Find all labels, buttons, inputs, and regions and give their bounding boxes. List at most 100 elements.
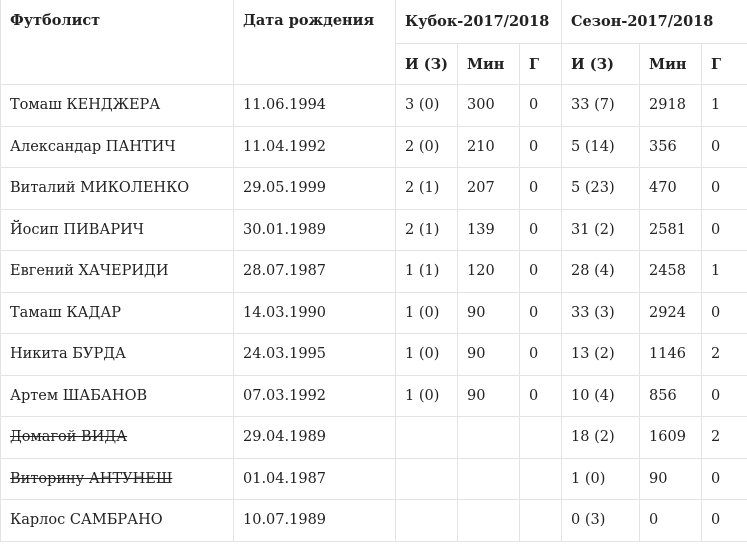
season-goals-cell: 2 [701,416,747,459]
player-name-cell: Артем ШАБАНОВ [0,374,234,417]
col-birthdate: Дата рождения [233,0,396,85]
season-goals-cell: 0 [701,291,747,334]
season-minutes-cell: 0 [639,499,703,542]
cup-games-cell [395,499,458,542]
cup-minutes-cell: 90 [457,374,520,417]
season-goals-cell: 1 [701,84,747,127]
cup-games-cell [395,416,458,459]
col-group-cup: Кубок-2017/2018 [394,0,563,44]
season-goals-cell: 0 [701,374,747,417]
table-row: Артем ШАБАНОВ 07.03.1992 1 (0) 90 0 10 (4) 856… [0,374,747,417]
player-name-cell: Евгений ХАЧЕРИДИ [0,250,234,293]
player-name-cell: Тамаш КАДАР [0,291,234,334]
season-minutes-cell: 2581 [639,208,703,251]
cup-minutes-cell: 210 [457,125,520,168]
cup-minutes-cell [457,416,520,459]
season-minutes-cell: 90 [639,457,703,500]
cup-goals-cell [518,457,563,500]
cup-games-cell: 1 (1) [395,250,458,293]
cup-games-cell: 2 (1) [395,208,458,251]
cup-games-cell: 2 (1) [395,167,458,210]
col-cup-minutes: Мин [457,43,520,85]
season-goals-cell: 0 [701,457,747,500]
season-games-cell: 18 (2) [561,416,641,459]
season-games-cell: 10 (4) [561,374,641,417]
table-row: Карлос САМБРАНО 10.07.1989 0 (3) 0 0 [0,499,747,542]
table-header: Футболист Дата рождения Кубок-2017/2018 … [0,0,747,85]
birthdate-cell: 14.03.1990 [233,291,396,334]
cup-games-cell [395,457,458,500]
season-games-cell: 5 (23) [561,167,641,210]
season-minutes-cell: 2458 [639,250,703,293]
season-games-cell: 31 (2) [561,208,641,251]
col-season-goals: Г [701,43,747,85]
season-goals-cell: 1 [701,250,747,293]
table-row: Виталий МИКОЛЕНКО 29.05.1999 2 (1) 207 0 5 (2… [0,167,747,210]
col-season-minutes: Мин [639,43,703,85]
table-row: Евгений ХАЧЕРИДИ 28.07.1987 1 (1) 120 0 28 (4… [0,250,747,293]
season-minutes-cell: 856 [639,374,703,417]
cup-games-cell: 3 (0) [395,84,458,127]
cup-goals-cell: 0 [518,291,563,334]
table-body: Томаш КЕНДЖЕРА 11.06.1994 3 (0) 300 0 33 (7) 2… [0,84,747,542]
table-row: Домагой ВИДА 29.04.1989 18 (2) 1609 2 [0,416,747,459]
player-name-cell: Карлос САМБРАНО [0,499,234,542]
season-games-cell: 13 (2) [561,333,641,376]
season-games-cell: 33 (3) [561,291,641,334]
col-group-season: Сезон-2017/2018 [561,0,747,44]
cup-minutes-cell: 300 [457,84,520,127]
col-player: Футболист [0,0,234,85]
season-minutes-cell: 2924 [639,291,703,334]
season-goals-cell: 0 [701,499,747,542]
season-goals-cell: 0 [701,208,747,251]
cup-goals-cell [518,499,563,542]
header-row-subcolumns: И (З) Мин Г И (З) Мин Г [1,43,747,85]
player-name-cell: Домагой ВИДА [0,416,234,459]
cup-goals-cell: 0 [518,374,563,417]
birthdate-cell: 29.05.1999 [233,167,396,210]
season-minutes-cell: 2918 [639,84,703,127]
season-games-cell: 5 (14) [561,125,641,168]
cup-minutes-cell: 139 [457,208,520,251]
cup-games-cell: 1 (0) [395,333,458,376]
season-games-cell: 33 (7) [561,84,641,127]
table-row: Йосип ПИВАРИЧ 30.01.1989 2 (1) 139 0 31 (2) 25… [0,208,747,251]
table-row: Виторину АНТУНЕШ 01.04.1987 1 (0) 90 0 [0,457,747,500]
birthdate-cell: 01.04.1987 [233,457,396,500]
cup-games-cell: 1 (0) [395,291,458,334]
table-row: Тамаш КАДАР 14.03.1990 1 (0) 90 0 33 (3) 2924 0 [0,291,747,334]
cup-goals-cell: 0 [518,250,563,293]
cup-goals-cell: 0 [518,84,563,127]
cup-minutes-cell: 90 [457,291,520,334]
cup-goals-cell [518,416,563,459]
cup-goals-cell: 0 [518,208,563,251]
season-minutes-cell: 356 [639,125,703,168]
player-name-cell: Виторину АНТУНЕШ [0,457,234,500]
season-goals-cell: 0 [701,167,747,210]
season-goals-cell: 0 [701,125,747,168]
cup-minutes-cell: 120 [457,250,520,293]
table-row: Александар ПАНТИЧ 11.04.1992 2 (0) 210 0 5 (1… [0,125,747,168]
season-goals-cell: 2 [701,333,747,376]
cup-goals-cell: 0 [518,167,563,210]
season-minutes-cell: 1146 [639,333,703,376]
cup-minutes-cell: 207 [457,167,520,210]
header-row-groups: Футболист Дата рождения Кубок-2017/2018 … [0,0,747,85]
player-name-cell: Йосип ПИВАРИЧ [0,208,234,251]
player-name-cell: Виталий МИКОЛЕНКО [0,167,234,210]
season-minutes-cell: 1609 [639,416,703,459]
season-games-cell: 0 (3) [561,499,641,542]
birthdate-cell: 29.04.1989 [233,416,396,459]
birthdate-cell: 11.04.1992 [233,125,396,168]
col-cup-games: И (З) [395,43,458,85]
cup-minutes-cell [457,457,520,500]
birthdate-cell: 07.03.1992 [233,374,396,417]
cup-games-cell: 2 (0) [395,125,458,168]
table-row: Томаш КЕНДЖЕРА 11.06.1994 3 (0) 300 0 33 (7) 2… [0,84,747,127]
birthdate-cell: 30.01.1989 [233,208,396,251]
birthdate-cell: 10.07.1989 [233,499,396,542]
cup-goals-cell: 0 [518,333,563,376]
season-minutes-cell: 470 [639,167,703,210]
player-name-cell: Никита БУРДА [0,333,234,376]
cup-goals-cell: 0 [518,125,563,168]
